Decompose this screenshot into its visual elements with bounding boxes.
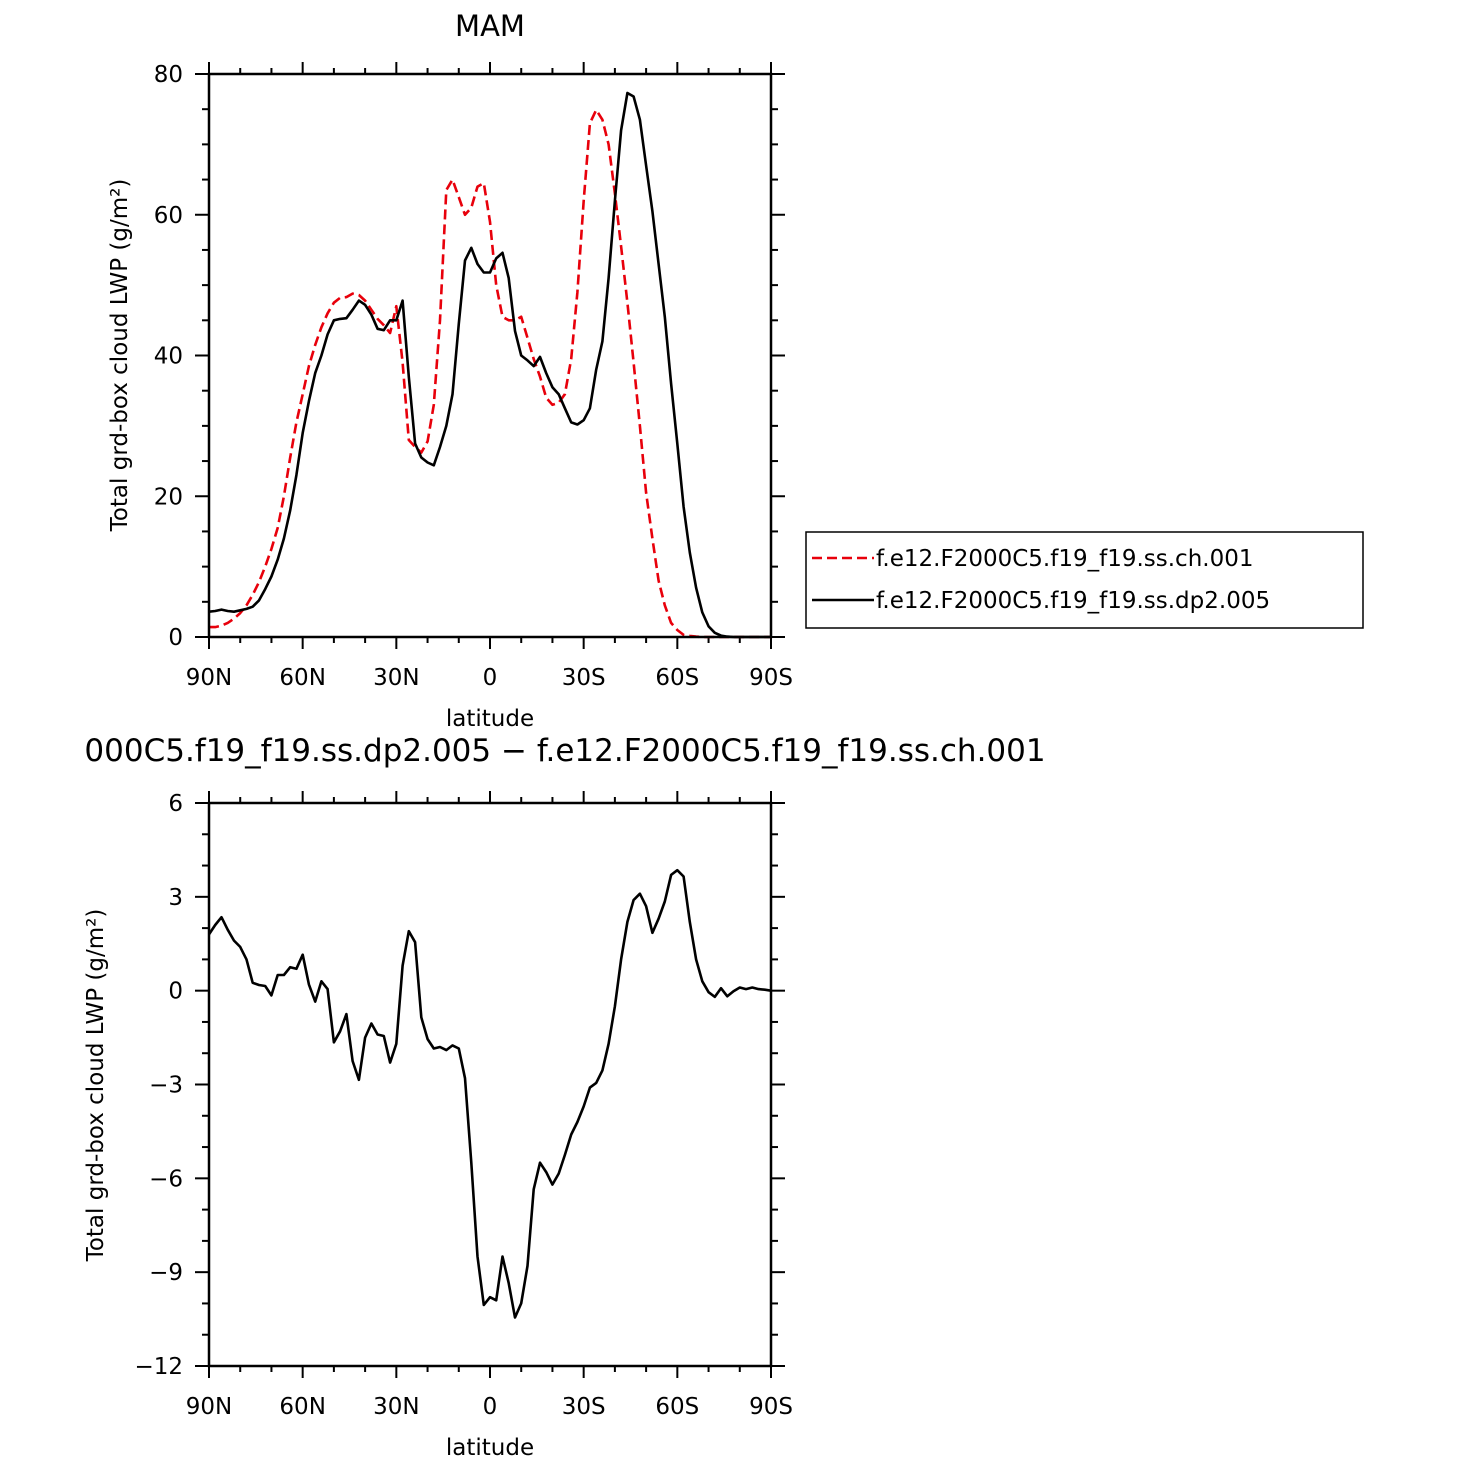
plot-frame [207,801,773,1368]
x-tick-label: 30S [562,665,606,691]
axis-ticks: 90N 60N 30N 0 30S 60S 90S 0 20 40 60 80 [154,62,793,691]
x-tick-label: 0 [483,665,498,691]
x-tick-label: 60S [655,665,699,691]
x-tick-label: 30N [373,665,419,691]
y-tick-label: −9 [149,1260,183,1286]
y-tick-label: 20 [154,484,183,510]
difference-title: 000C5.f19_f19.ss.dp2.005 − f.e12.F2000C5… [84,733,1045,769]
series-line-1 [209,108,771,639]
plot-frame [207,72,773,639]
x-tick-label: 30S [562,1394,606,1420]
legend-label-ch001: f.e12.F2000C5.f19_f19.ss.ch.001 [876,546,1253,572]
x-tick-label: 60N [279,1394,325,1420]
y-tick-label: 40 [154,344,183,370]
y-tick-label: 6 [168,791,183,817]
y-tick-label: 3 [168,885,183,911]
x-tick-label: 60N [279,665,325,691]
x-tick-label: 60S [655,1394,699,1420]
y-tick-label: 0 [168,625,183,651]
legend-box [805,531,1364,629]
y-axis-label: Total grd-box cloud LWP (g/m²) [107,179,133,533]
x-axis-label: latitude [446,1435,534,1461]
x-tick-label: 90N [186,665,232,691]
x-tick-label: 90S [749,1394,793,1420]
y-tick-label: −6 [149,1166,183,1192]
series-lines [207,868,772,1319]
x-tick-label: 90N [186,1394,232,1420]
panel-mam: MAM Total grd-box cloud LWP (g/m²) latit… [107,9,793,732]
series-line-2 [208,91,771,639]
y-tick-label: −3 [149,1073,183,1099]
axis-ticks: 90N 60N 30N 0 30S 60S 90S −12 −9 −6 −3 0 3 6 [134,791,793,1420]
y-axis-label: Total grd-box cloud LWP (g/m²) [83,909,109,1263]
x-tick-label: 30N [373,1394,419,1420]
legend: f.e12.F2000C5.f19_f19.ss.ch.001 f.e12.F2… [805,531,1364,629]
y-tick-label: 80 [154,62,183,88]
x-tick-label: 90S [749,665,793,691]
chart-title: MAM [455,9,525,43]
series-line-1 [207,868,772,1319]
series-lines [208,91,771,639]
x-tick-label: 0 [483,1394,498,1420]
panel-difference: 000C5.f19_f19.ss.dp2.005 − f.e12.F2000C5… [83,733,1046,1461]
y-tick-label: 60 [154,203,183,229]
legend-label-dp2005: f.e12.F2000C5.f19_f19.ss.dp2.005 [876,588,1270,614]
y-tick-label: −12 [134,1354,183,1380]
y-tick-label: 0 [168,979,183,1005]
x-axis-label: latitude [446,706,534,732]
